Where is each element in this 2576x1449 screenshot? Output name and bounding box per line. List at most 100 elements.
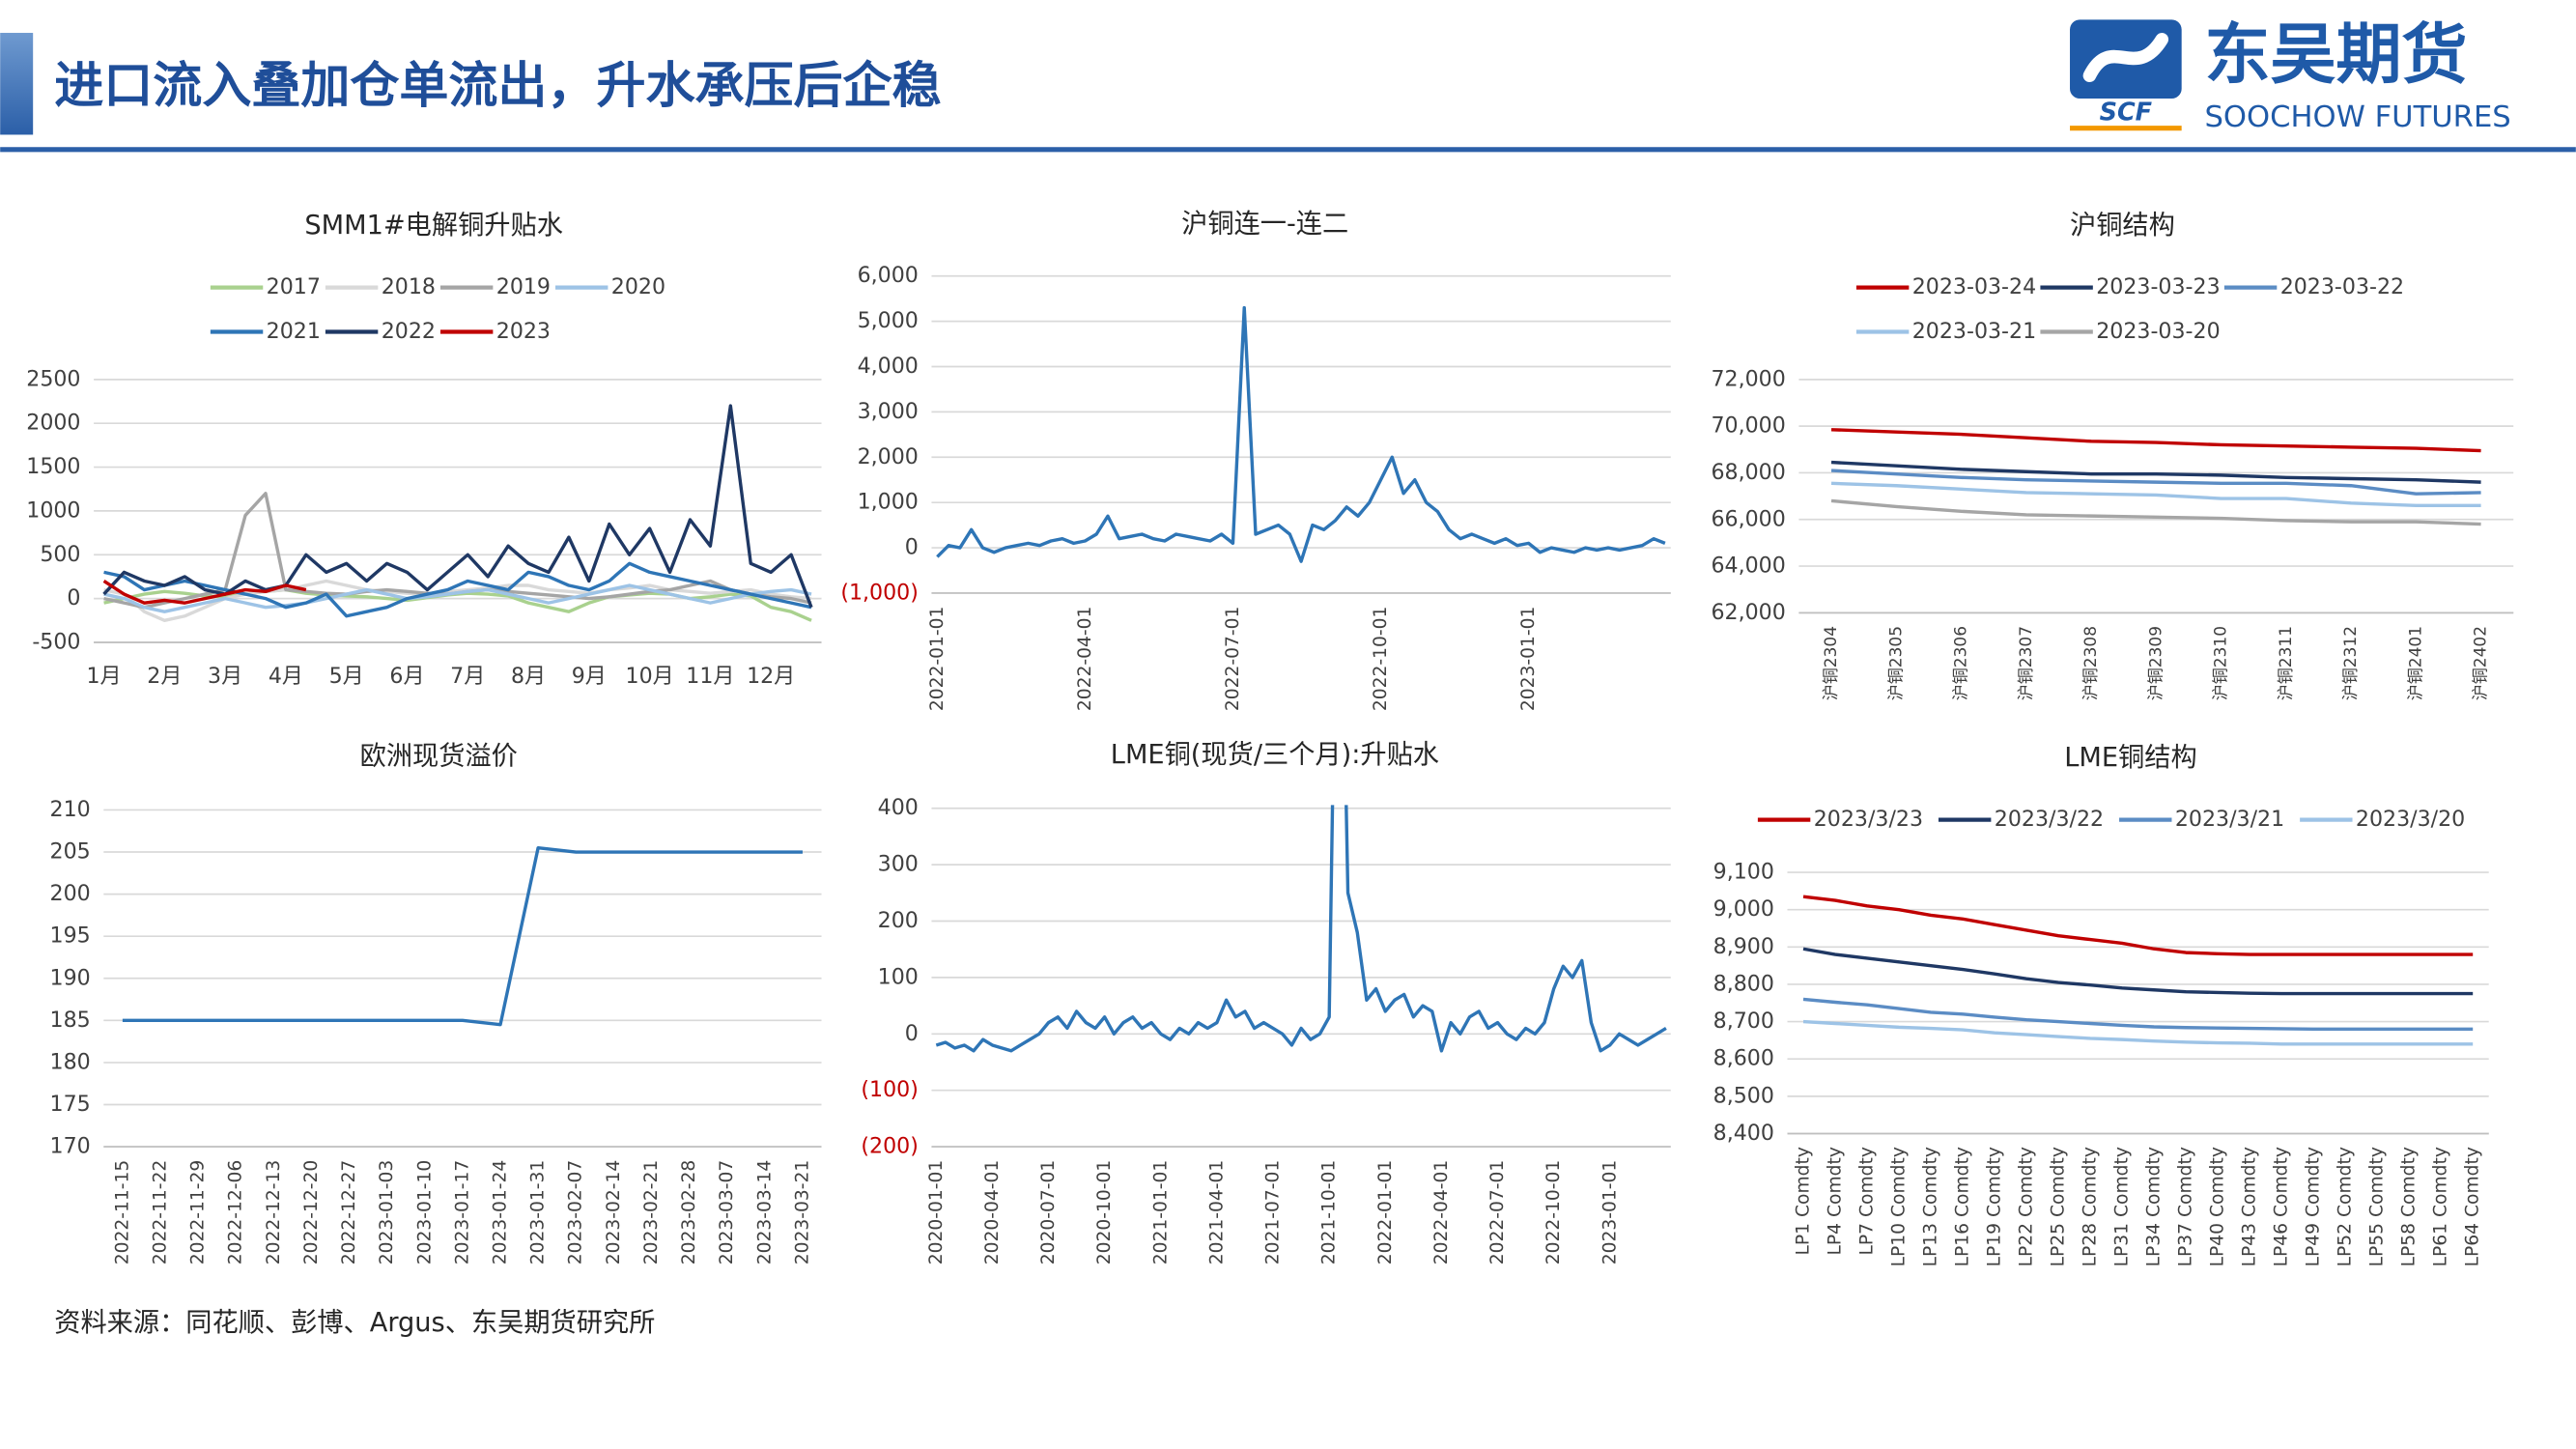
x-tick-label: 2022-10-01 (1371, 607, 1391, 712)
x-tick-label: 2021-10-01 (1319, 1160, 1340, 1265)
x-tick-label: LP31 Comdty (2112, 1147, 2133, 1266)
chart-title: 欧洲现货溢价 (360, 742, 518, 772)
legend-label: 2023/3/23 (1814, 807, 1923, 832)
legend-label: 2023-03-23 (2096, 274, 2220, 299)
x-tick-label: LP16 Comdty (1953, 1147, 1973, 1266)
x-tick-label: 2022-11-22 (150, 1160, 170, 1265)
y-tick-label: 62,000 (1711, 600, 1785, 625)
x-tick-label: 2022-10-01 (1543, 1160, 1564, 1265)
y-tick-label: 8,500 (1713, 1083, 1774, 1108)
x-tick-label: 8月 (511, 664, 546, 689)
legend-label: 2019 (496, 274, 551, 299)
x-tick-label: 2020-04-01 (982, 1160, 1003, 1265)
x-tick-label: LP34 Comdty (2144, 1147, 2165, 1266)
x-tick-label: 2022-01-01 (927, 607, 948, 712)
x-tick-label: 2022-12-20 (301, 1160, 322, 1265)
legend-label: 2018 (382, 274, 436, 299)
y-tick-label: 210 (50, 797, 91, 822)
x-tick-label: 2023-02-21 (641, 1160, 662, 1265)
y-tick-label: 8,800 (1713, 971, 1774, 996)
chart-title: 沪铜连一-连二 (1181, 209, 1348, 239)
x-tick-label: LP37 Comdty (2176, 1147, 2196, 1266)
y-tick-label: 0 (905, 1021, 919, 1046)
series-line (102, 404, 813, 609)
header-accent (0, 33, 34, 135)
x-tick-label: 12月 (747, 664, 795, 689)
x-tick-label: 2023-01-03 (377, 1160, 397, 1265)
x-tick-label: LP64 Comdty (2463, 1147, 2483, 1266)
legend-label: 2023/3/22 (1995, 807, 2104, 832)
x-tick-label: 2022-07-01 (1223, 607, 1243, 712)
x-tick-label: 2022-01-01 (1375, 1160, 1396, 1265)
y-tick-label: 0 (67, 585, 80, 611)
y-tick-label: 300 (878, 852, 919, 877)
x-tick-label: LP4 Comdty (1826, 1147, 1846, 1255)
x-tick-label: LP55 Comdty (2367, 1147, 2388, 1266)
x-tick-label: LP40 Comdty (2208, 1147, 2228, 1266)
chart-title: 沪铜结构 (2070, 211, 2175, 241)
x-tick-label: LP25 Comdty (2049, 1147, 2069, 1266)
y-tick-label: 8,400 (1713, 1121, 1774, 1146)
x-tick-label: LP7 Comdty (1857, 1147, 1878, 1255)
x-tick-label: 2022-12-27 (339, 1160, 359, 1265)
x-tick-label: 沪铜2305 (1886, 626, 1906, 700)
x-tick-label: 2022-04-01 (1431, 1160, 1452, 1265)
x-tick-label: 2023-02-07 (566, 1160, 586, 1265)
y-tick-label: 66,000 (1711, 506, 1785, 531)
legend-label: 2023 (496, 319, 551, 344)
series-line (1830, 498, 2481, 526)
y-tick-label: 68,000 (1711, 460, 1785, 485)
x-tick-label: 沪铜2304 (1822, 626, 1841, 700)
x-tick-label: LP10 Comdty (1889, 1147, 1910, 1266)
legend-label: 2023/3/20 (2356, 807, 2465, 832)
legend-label: 2021 (267, 319, 321, 344)
y-tick-label: 4,000 (858, 354, 919, 379)
series-line (1802, 1019, 2474, 1046)
x-tick-label: 2021-01-01 (1150, 1160, 1171, 1265)
y-tick-label: 2500 (26, 366, 80, 391)
x-tick-label: 2020-10-01 (1094, 1160, 1115, 1265)
y-tick-label: 2,000 (858, 444, 919, 469)
chart: 沪铜结构 62,000 64,000 66,000 68,000 70,000 72,000… (1711, 211, 2514, 700)
y-tick-label: 1,000 (858, 490, 919, 515)
y-tick-label: 64,000 (1711, 554, 1785, 579)
legend-label: 2023-03-22 (2280, 274, 2404, 299)
x-tick-label: LP13 Comdty (1921, 1147, 1941, 1266)
y-tick-label: -500 (32, 629, 80, 654)
x-tick-label: LP58 Comdty (2399, 1147, 2420, 1266)
legend-label: 2023-03-21 (1912, 319, 2036, 344)
y-tick-label: 205 (50, 839, 91, 865)
x-tick-label: LP43 Comdty (2240, 1147, 2260, 1266)
y-tick-label: (200) (861, 1134, 918, 1159)
x-tick-label: 2022-07-01 (1487, 1160, 1508, 1265)
y-tick-label: 1500 (26, 454, 80, 479)
x-tick-label: LP46 Comdty (2272, 1147, 2292, 1266)
y-tick-label: 185 (50, 1008, 91, 1033)
chart-title: SMM1#电解铜升贴水 (304, 211, 563, 241)
x-tick-label: 2022-11-15 (112, 1160, 132, 1265)
x-tick-label: 2022-11-29 (188, 1160, 209, 1265)
y-tick-label: 8,700 (1713, 1009, 1774, 1034)
chart: 欧洲现货溢价 170 175 180 185 190 195 200 205 210 2022-11… (50, 742, 822, 1265)
x-tick-label: LP22 Comdty (2017, 1147, 2037, 1266)
x-tick-label: 沪铜2312 (2341, 626, 2361, 700)
x-tick-label: 沪铜2308 (2081, 626, 2101, 700)
x-tick-label: 9月 (572, 664, 607, 689)
legend-label: 2023-03-24 (1912, 274, 2036, 299)
y-tick-label: 100 (878, 964, 919, 989)
x-tick-label: 2020-07-01 (1038, 1160, 1059, 1265)
y-tick-label: 400 (878, 795, 919, 820)
legend-label: 2020 (611, 274, 665, 299)
x-tick-label: 2023-01-01 (1599, 1160, 1620, 1265)
source-note: 资料来源：同花顺、彭博、Argus、东吴期货研究所 (54, 1308, 655, 1338)
x-tick-label: 6月 (389, 664, 424, 689)
x-tick-label: 沪铜2309 (2146, 626, 2166, 700)
series-line (936, 305, 1666, 563)
chart: SMM1#电解铜升贴水 -500 0 500 1000 1500 2000 2500 1月 2月 3… (26, 211, 822, 689)
x-tick-label: LP28 Comdty (2081, 1147, 2101, 1266)
y-tick-label: 0 (905, 535, 919, 560)
y-tick-label: (1,000) (840, 580, 918, 605)
y-tick-label: 500 (40, 542, 80, 567)
